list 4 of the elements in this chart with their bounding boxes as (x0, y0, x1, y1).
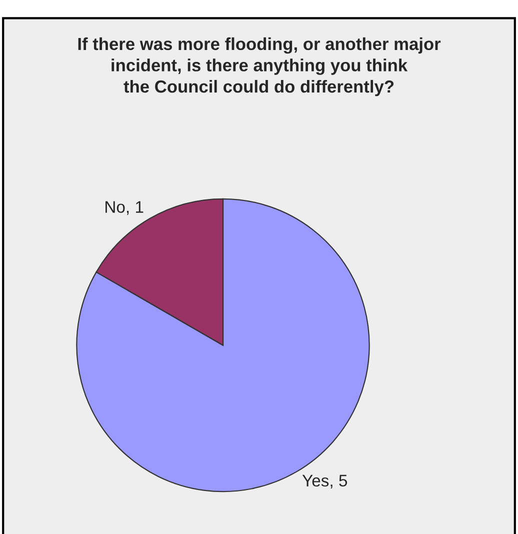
slice-label: Yes, 5 (302, 474, 348, 489)
pie-slice (76, 198, 370, 492)
chart-title: If there was more flooding, or another major incident, is there anything you think the Council could do differently? (78, 37, 441, 96)
slice-label: No, 1 (106, 201, 144, 215)
